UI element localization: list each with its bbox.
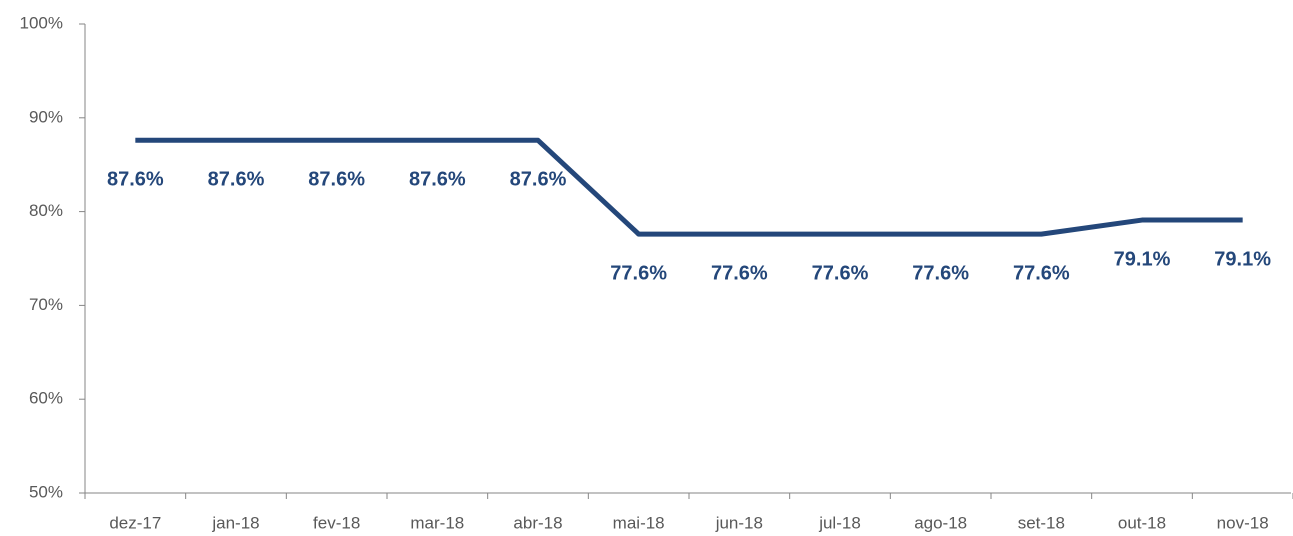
x-tick-label: jul-18 [818,513,861,532]
data-label: 87.6% [308,169,365,191]
data-label: 77.6% [912,262,969,284]
data-label: 87.6% [510,169,567,191]
data-label: 87.6% [107,169,164,191]
x-tick-label: mai-18 [613,513,665,532]
x-tick-label: jan-18 [211,513,259,532]
x-tick-label: abr-18 [513,513,562,532]
data-label: 79.1% [1114,248,1171,270]
data-label: 77.6% [711,262,768,284]
x-tick-label: jun-18 [715,513,763,532]
data-label: 79.1% [1214,248,1271,270]
y-tick-label: 80% [29,201,63,220]
x-tick-label: dez-17 [109,513,161,532]
data-label: 87.6% [208,169,265,191]
x-tick-label: ago-18 [914,513,967,532]
y-tick-label: 90% [29,107,63,126]
x-tick-label: out-18 [1118,513,1166,532]
x-tick-label: fev-18 [313,513,360,532]
data-label: 87.6% [409,169,466,191]
x-tick-label: mar-18 [410,513,464,532]
x-tick-label: nov-18 [1217,513,1269,532]
data-line [135,137,1243,237]
y-tick-label: 60% [29,389,63,408]
y-tick-label: 70% [29,295,63,314]
y-tick-label: 100% [20,13,63,32]
data-label: 77.6% [1013,262,1070,284]
data-label: 77.6% [812,262,869,284]
y-tick-label: 50% [29,482,63,501]
x-tick-label: set-18 [1018,513,1065,532]
data-label: 77.6% [610,262,667,284]
